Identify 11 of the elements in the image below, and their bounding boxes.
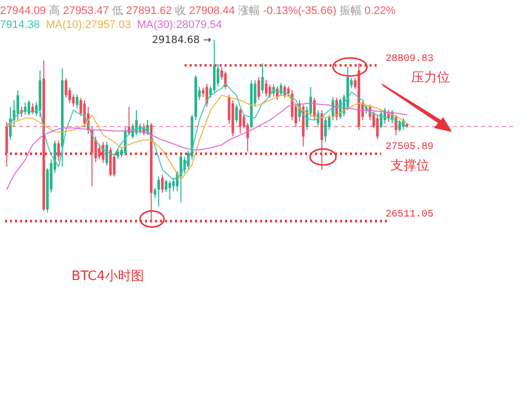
- text: MA(10):27957.03: [46, 19, 132, 31]
- annotation: BTC4小时图: [72, 269, 144, 284]
- text: 27944.09 高 27953.47 低 27891.62 收 27908.44 涨幅 -0.13%(-35.66) 振幅 0.22%: [0, 5, 396, 17]
- text: 压力位: [410, 70, 450, 86]
- text: 7914.38: [0, 19, 41, 31]
- annotation: 支撑位: [390, 158, 430, 174]
- y-tick-label: 28809.83: [386, 54, 434, 65]
- y-tick-label: 26511.05: [386, 210, 434, 221]
- text: MA(30):28079.54: [137, 19, 223, 31]
- annotation: 29184.68 →: [152, 34, 212, 46]
- y-tick-label: 27505.89: [386, 142, 434, 154]
